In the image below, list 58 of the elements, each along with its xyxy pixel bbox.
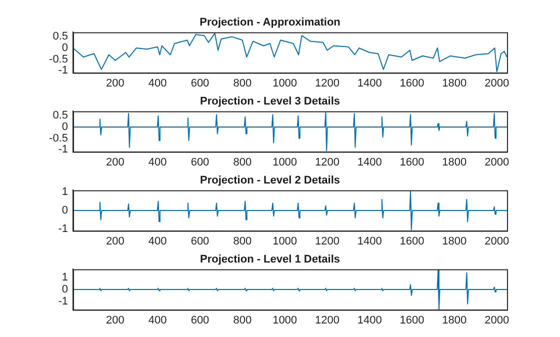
- x-tick-label: 1800: [442, 314, 467, 326]
- x-tick-label: 1400: [357, 156, 382, 168]
- x-tick-label: 1400: [357, 314, 382, 326]
- x-tick-label: 1600: [400, 156, 424, 168]
- x-tick-label: 1400: [357, 77, 382, 90]
- x-tick-label: 800: [233, 77, 252, 90]
- y-tick-label: -1: [58, 295, 68, 308]
- x-tick-label: 1800: [442, 235, 467, 248]
- x-tick-label: 1000: [272, 235, 298, 248]
- x-tick-label: 1000: [272, 77, 298, 90]
- y-tick-label: 0: [62, 284, 68, 296]
- x-tick-label: 1200: [314, 235, 340, 248]
- x-tick-label: 1800: [442, 156, 467, 168]
- y-tick-label: -1: [58, 64, 68, 77]
- x-tick-label: 2000: [484, 314, 510, 326]
- chart-title: Projection - Level 3 Details: [200, 96, 340, 108]
- x-tick-label: 400: [148, 156, 167, 168]
- x-tick-label: 200: [106, 156, 124, 168]
- y-tick-label: 0.5: [52, 110, 68, 122]
- x-tick-label: 1200: [314, 156, 340, 168]
- x-tick-label: 600: [190, 314, 210, 326]
- x-tick-label: 800: [233, 235, 252, 248]
- x-tick-label: 200: [106, 235, 124, 248]
- x-tick-label: 400: [148, 314, 167, 326]
- chart-title: Projection - Approximation: [200, 16, 341, 29]
- x-tick-label: 200: [106, 314, 124, 326]
- x-tick-label: 1200: [314, 314, 340, 326]
- y-tick-label: 0: [62, 121, 68, 134]
- x-tick-label: 1000: [272, 156, 298, 168]
- x-tick-label: 1000: [272, 314, 298, 326]
- x-tick-label: 1800: [442, 77, 467, 90]
- x-tick-label: 2000: [484, 156, 510, 168]
- x-tick-label: 2000: [484, 77, 510, 90]
- x-tick-label: 2000: [484, 235, 510, 248]
- chart-title: Projection - Level 2 Details: [200, 174, 340, 187]
- y-tick-label: -0.5: [49, 53, 68, 66]
- chart-title: Projection - Level 1 Details: [200, 254, 340, 266]
- y-tick-label: -0.5: [49, 132, 68, 144]
- x-tick-label: 200: [106, 77, 124, 90]
- x-tick-label: 1600: [400, 235, 424, 248]
- y-tick-label: 1: [62, 272, 68, 284]
- x-tick-label: 1600: [400, 77, 424, 90]
- x-tick-label: 1200: [314, 77, 340, 90]
- y-tick-label: -1: [58, 222, 68, 235]
- x-tick-label: 1400: [357, 235, 382, 248]
- y-tick-label: 1: [62, 186, 68, 198]
- y-tick-label: 0: [62, 204, 68, 217]
- x-tick-label: 600: [190, 235, 210, 248]
- x-tick-label: 600: [190, 77, 210, 90]
- x-tick-label: 400: [148, 235, 167, 248]
- x-tick-label: 800: [233, 156, 252, 168]
- y-tick-label: 0.5: [52, 30, 68, 43]
- y-tick-label: 0: [62, 42, 68, 54]
- x-tick-label: 800: [233, 314, 252, 326]
- x-tick-label: 1600: [400, 314, 424, 326]
- x-tick-label: 400: [148, 77, 167, 90]
- x-tick-label: 600: [190, 156, 210, 168]
- y-tick-label: -1: [58, 144, 68, 156]
